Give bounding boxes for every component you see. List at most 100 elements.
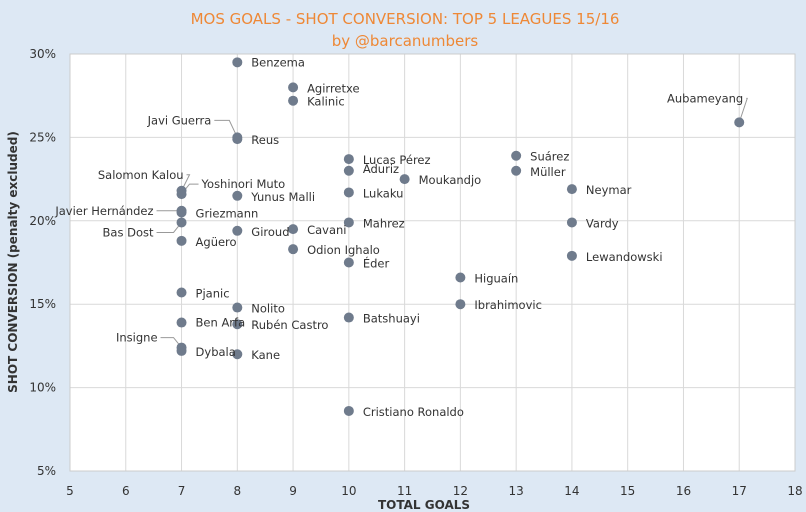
label-mahrez: Mahrez xyxy=(363,216,405,230)
point-moukandjo xyxy=(399,174,410,185)
y-axis-title: SHOT CONVERSION (penalty excluded) xyxy=(6,131,20,393)
point-aguero xyxy=(176,235,187,246)
label-griezmann: Griezmann xyxy=(196,206,259,220)
point-yunus-malli xyxy=(232,190,243,201)
label-batshuayi: Batshuayi xyxy=(363,312,420,326)
label-javier-hernandez: Javier Hernández xyxy=(54,204,153,218)
label-yunus-malli: Yunus Malli xyxy=(250,190,315,204)
plot-border xyxy=(69,53,796,472)
label-benzema: Benzema xyxy=(251,55,305,69)
label-lukaku: Lukaku xyxy=(363,186,404,200)
point-ruben-castro xyxy=(232,319,243,330)
y-tick-label: 25% xyxy=(29,130,56,144)
points-layer xyxy=(176,57,745,416)
label-suarez: Suárez xyxy=(530,150,569,164)
point-agirretxe xyxy=(288,82,299,93)
point-benzema xyxy=(232,57,243,68)
point-ben-arfa xyxy=(176,317,187,328)
point-lukaku xyxy=(343,187,354,198)
label-cavani: Cavani xyxy=(307,223,346,237)
point-yoshinori-muto xyxy=(176,189,187,200)
label-reus: Reus xyxy=(251,133,279,147)
point-kane xyxy=(232,349,243,360)
x-tick-label: 10 xyxy=(341,484,356,498)
y-tick-label: 30% xyxy=(29,47,56,61)
x-tick-label: 13 xyxy=(509,484,524,498)
x-axis-title: TOTAL GOALS xyxy=(378,498,470,512)
point-griezmann xyxy=(176,207,187,218)
label-neymar: Neymar xyxy=(586,183,632,197)
x-tick-label: 17 xyxy=(732,484,747,498)
label-nolito: Nolito xyxy=(251,302,285,316)
x-tick-label: 8 xyxy=(233,484,241,498)
chart-title: MOS GOALS - SHOT CONVERSION: TOP 5 LEAGU… xyxy=(191,10,620,28)
label-lewandowski: Lewandowski xyxy=(586,250,663,264)
leader-javi-guerra xyxy=(214,119,238,138)
point-ibrahimovic xyxy=(455,299,466,310)
y-tick-label: 10% xyxy=(29,381,56,395)
x-tick-label: 16 xyxy=(676,484,691,498)
point-aduriz xyxy=(343,165,354,176)
leader-salomon-kalou xyxy=(181,174,191,191)
x-tick-label: 6 xyxy=(122,484,130,498)
x-tick-label: 5 xyxy=(66,484,74,498)
point-bas-dost xyxy=(176,217,187,228)
label-eder: Éder xyxy=(363,256,390,271)
y-tick-label: 20% xyxy=(29,214,56,228)
point-lewandowski xyxy=(566,250,577,261)
y-tick-label: 15% xyxy=(29,297,56,311)
x-tick-label: 7 xyxy=(178,484,186,498)
y-tick-label: 5% xyxy=(37,464,56,478)
x-tick-label: 15 xyxy=(620,484,635,498)
point-cristiano-ronaldo xyxy=(343,405,354,416)
label-kane: Kane xyxy=(251,348,280,362)
label-vardy: Vardy xyxy=(586,216,619,230)
label-yoshinori-muto: Yoshinori Muto xyxy=(201,177,286,191)
plot-area xyxy=(70,54,795,471)
label-aubameyang: Aubameyang xyxy=(667,91,743,105)
label-javi-guerra: Javi Guerra xyxy=(147,113,212,127)
point-giroud xyxy=(232,225,243,236)
label-insigne: Insigne xyxy=(116,331,158,345)
point-cavani xyxy=(288,224,299,235)
point-lucas-perez xyxy=(343,154,354,165)
point-vardy xyxy=(566,217,577,228)
label-kalinic: Kalinic xyxy=(307,95,345,109)
point-batshuayi xyxy=(343,312,354,323)
x-tick-label: 11 xyxy=(397,484,412,498)
label-aduriz: Aduriz xyxy=(363,162,399,176)
x-tick-label: 9 xyxy=(289,484,297,498)
chart-subtitle: by @barcanumbers xyxy=(332,32,479,50)
point-higuain xyxy=(455,272,466,283)
label-ibrahimovic: Ibrahimovic xyxy=(474,298,542,312)
axes-layer: 5 6 7 8 9 10 11 12 13 14 15 16 17 18 5% 10% 15% 20% 25% 30% xyxy=(29,47,802,498)
leader-aubameyang xyxy=(738,97,748,123)
x-tick-label: 12 xyxy=(453,484,468,498)
point-neymar xyxy=(566,184,577,195)
point-mahrez xyxy=(343,217,354,228)
label-lucas-perez: Lucas Pérez xyxy=(363,153,431,167)
point-reus xyxy=(232,134,243,145)
x-tick-label: 18 xyxy=(787,484,802,498)
label-odion-ighalo: Odion Ighalo xyxy=(307,243,380,257)
label-pjanic: Pjanic xyxy=(196,287,230,301)
label-aguero: Agüero xyxy=(196,235,237,249)
x-tick-label: 14 xyxy=(564,484,579,498)
point-nolito xyxy=(232,302,243,313)
label-ben-arfa: Ben Arfa xyxy=(196,316,246,330)
point-dybala xyxy=(176,345,187,356)
point-suarez xyxy=(511,150,522,161)
point-aubameyang xyxy=(734,117,745,128)
point-pjanic xyxy=(176,287,187,298)
label-moukandjo: Moukandjo xyxy=(419,173,482,187)
label-cristiano-ronaldo: Cristiano Ronaldo xyxy=(363,405,464,419)
label-agirretxe: Agirretxe xyxy=(307,81,359,95)
label-salomon-kalou: Salomon Kalou xyxy=(98,168,184,182)
label-bas-dost: Bas Dost xyxy=(103,225,154,239)
label-higuain: Higuaín xyxy=(474,272,518,286)
label-giroud: Giroud xyxy=(251,225,289,239)
label-dybala: Dybala xyxy=(196,345,236,359)
